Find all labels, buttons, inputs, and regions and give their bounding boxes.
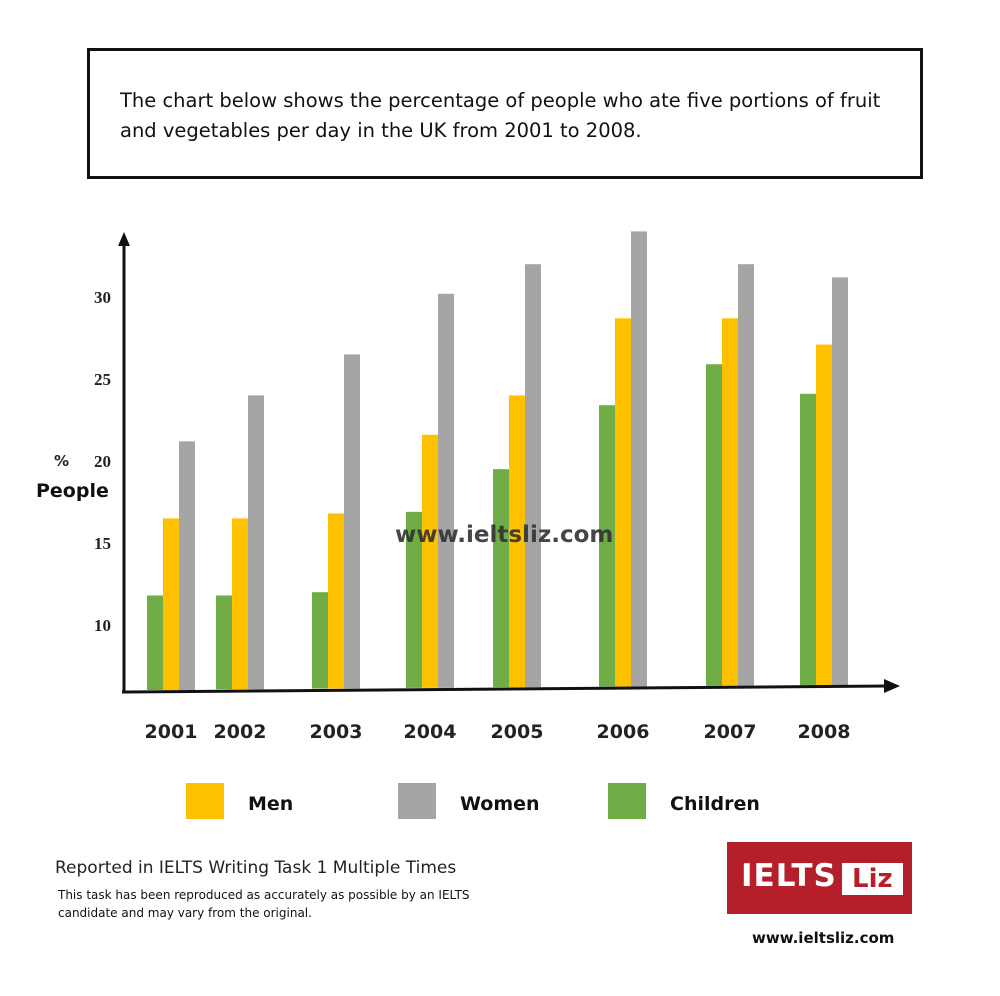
bar-women-2008 (832, 277, 848, 686)
bar-children-2008 (800, 393, 816, 686)
chart-title: The chart below shows the percentage of … (120, 89, 881, 142)
bar-men-2008 (816, 344, 832, 686)
x-tick-label: 2008 (798, 721, 851, 743)
bar-men-2003 (328, 513, 344, 689)
legend-swatch-children (608, 783, 646, 819)
note-text: This task has been reproduced as accurat… (58, 888, 470, 920)
bar-children-2004 (406, 511, 422, 688)
bar-children-2005 (493, 469, 509, 688)
bar-chart: 10 15 20 25 30 2001 2002 2003 2004 2005 2006 2007 20… (36, 231, 900, 819)
legend-label-men: Men (248, 793, 293, 815)
bar-women-2004 (438, 293, 454, 688)
y-tick-label: 25 (94, 370, 111, 389)
bar-men-2001 (163, 518, 179, 690)
ielts-liz-logo: IELTS Liz (727, 842, 912, 914)
y-tick-label: 15 (94, 534, 111, 553)
x-axis-arrow-icon (884, 679, 900, 693)
y-axis-label: People (36, 480, 109, 502)
bar-children-2006 (599, 405, 615, 687)
y-axis-unit: % (54, 452, 69, 470)
legend-swatch-men (186, 783, 224, 819)
bar-women-2006 (631, 231, 647, 687)
watermark: www.ieltsliz.com (395, 522, 613, 548)
legend-swatch-women (398, 783, 436, 819)
x-tick-label: 2006 (597, 721, 650, 743)
note-title: Reported in IELTS Writing Task 1 Multipl… (55, 858, 457, 878)
y-tick-label: 20 (94, 452, 111, 471)
logo-text-liz: Liz (842, 863, 903, 895)
legend-label-children: Children (670, 793, 760, 815)
bar-men-2006 (615, 318, 631, 687)
bar-men-2005 (509, 395, 525, 688)
x-axis (121, 684, 889, 694)
x-tick-label: 2004 (404, 721, 457, 743)
title-box: The chart below shows the percentage of … (87, 48, 923, 179)
x-tick-label: 2007 (704, 721, 757, 743)
bar-women-2001 (179, 441, 195, 690)
y-tick-label: 10 (94, 616, 111, 635)
x-tick-label: 2002 (214, 721, 267, 743)
bar-men-2004 (422, 434, 438, 688)
site-link[interactable]: www.ieltsliz.com (752, 929, 895, 947)
x-tick-label: 2003 (310, 721, 363, 743)
bar-women-2005 (525, 264, 541, 688)
bar-children-2001 (147, 595, 163, 690)
bar-children-2003 (312, 592, 328, 689)
y-axis-arrow-icon (118, 232, 130, 246)
bar-men-2002 (232, 518, 248, 690)
bar-children-2002 (216, 595, 232, 690)
x-tick-label: 2001 (145, 721, 198, 743)
bar-women-2003 (344, 354, 360, 689)
bar-men-2007 (722, 318, 738, 686)
bar-children-2007 (706, 364, 722, 686)
x-tick-label: 2005 (491, 721, 544, 743)
y-tick-label: 30 (94, 288, 111, 307)
bar-women-2002 (248, 395, 264, 690)
logo-text-ielts: IELTS (741, 858, 837, 894)
legend-label-women: Women (460, 793, 540, 815)
bar-women-2007 (738, 264, 754, 686)
